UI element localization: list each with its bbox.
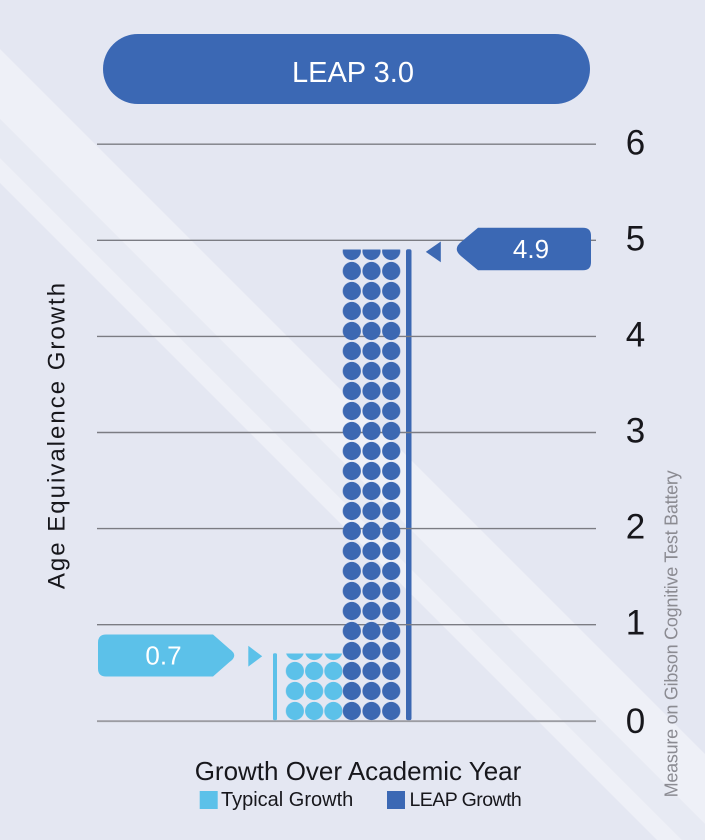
svg-text:5: 5 — [626, 220, 645, 259]
svg-text:2: 2 — [626, 508, 645, 547]
svg-text:Typical Growth: Typical Growth — [221, 789, 353, 811]
svg-text:4.9: 4.9 — [513, 234, 549, 264]
svg-text:LEAP 3.0: LEAP 3.0 — [292, 57, 414, 89]
svg-text:1: 1 — [626, 604, 645, 643]
svg-text:3: 3 — [626, 412, 645, 451]
svg-text:LEAP Growth: LEAP Growth — [410, 789, 522, 811]
svg-text:0.7: 0.7 — [145, 641, 181, 671]
svg-text:6: 6 — [626, 124, 645, 163]
svg-text:4: 4 — [626, 316, 645, 355]
svg-text:Age Equivalence Growth: Age Equivalence Growth — [44, 281, 71, 589]
svg-text:0: 0 — [626, 702, 645, 741]
svg-text:Growth Over Academic Year: Growth Over Academic Year — [195, 756, 522, 786]
svg-text:Measure on Gibson Cognitive Te: Measure on Gibson Cognitive Test Battery — [662, 470, 682, 797]
